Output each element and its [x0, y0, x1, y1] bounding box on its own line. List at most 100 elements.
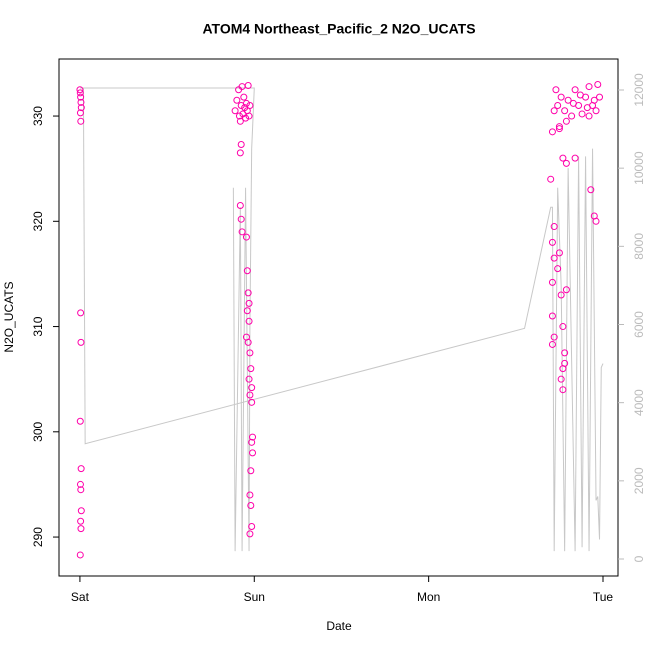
point [237, 140, 245, 148]
point [587, 186, 595, 194]
point [244, 289, 252, 297]
point [76, 89, 84, 97]
point [561, 107, 569, 115]
y-tick-label: 320 [31, 211, 45, 231]
point [561, 359, 569, 367]
point [592, 217, 600, 225]
point [583, 104, 591, 112]
point [569, 99, 577, 107]
point [77, 104, 85, 112]
point [245, 317, 253, 325]
point [564, 96, 572, 104]
point [77, 465, 85, 473]
point [246, 102, 254, 110]
point [243, 307, 251, 315]
point [557, 375, 565, 383]
y2-tick-label: 0 [632, 555, 646, 562]
point [555, 249, 563, 257]
y-tick-label: 300 [31, 421, 45, 441]
y2-tick-label: 6000 [632, 311, 646, 338]
point [240, 93, 248, 101]
point [247, 501, 255, 509]
point [246, 530, 254, 538]
point [590, 96, 598, 104]
point [550, 254, 558, 262]
point [244, 82, 252, 90]
point [77, 98, 85, 106]
chart-title: ATOM4 Northeast_Pacific_2 N2O_UCATS [202, 21, 475, 37]
point [236, 149, 244, 157]
point [547, 175, 555, 183]
point [77, 525, 85, 533]
point [585, 83, 593, 91]
point [585, 112, 593, 120]
point [236, 117, 244, 125]
point [555, 123, 563, 131]
y-tick-label: 330 [31, 106, 45, 126]
point [596, 93, 604, 101]
point [554, 102, 562, 110]
point [559, 323, 567, 331]
y2-tick-label: 4000 [632, 389, 646, 416]
point [557, 291, 565, 299]
point [243, 267, 251, 275]
y2-tick-label: 2000 [632, 467, 646, 494]
point [242, 99, 250, 107]
point [552, 86, 560, 94]
y-tick-label: 310 [31, 316, 45, 336]
point [246, 349, 254, 357]
y2-tick-label: 12000 [632, 73, 646, 107]
point [548, 312, 556, 320]
point [247, 467, 255, 475]
point [554, 265, 562, 273]
point [77, 517, 85, 525]
point [238, 228, 246, 236]
plot-frame [58, 58, 619, 577]
point [248, 384, 256, 392]
point [248, 398, 256, 406]
point [246, 491, 254, 499]
point [231, 107, 239, 115]
point [242, 114, 250, 122]
point [77, 93, 85, 101]
point [571, 86, 579, 94]
point [76, 86, 84, 94]
point [548, 340, 556, 348]
point [559, 386, 567, 394]
point [76, 109, 84, 117]
point [235, 112, 243, 120]
point [550, 107, 558, 115]
x-tick-label: Sun [244, 590, 265, 604]
point [77, 309, 85, 317]
point [578, 110, 586, 118]
point [244, 338, 252, 346]
point [561, 349, 569, 357]
x-axis-label: Date [326, 619, 352, 633]
point [548, 278, 556, 286]
point [248, 438, 256, 446]
point [236, 202, 244, 210]
point [77, 507, 85, 515]
y2-tick-label: 10000 [632, 151, 646, 185]
point [550, 333, 558, 341]
point [246, 391, 254, 399]
point [550, 223, 558, 231]
point [76, 417, 84, 425]
point [568, 112, 576, 120]
y-tick-label: 290 [31, 527, 45, 547]
point [594, 80, 602, 88]
point [562, 117, 570, 125]
point [548, 128, 556, 136]
point [76, 480, 84, 488]
point [249, 433, 257, 441]
point [592, 107, 600, 115]
point [562, 159, 570, 167]
point [245, 299, 253, 307]
point [237, 215, 245, 223]
line [79, 87, 604, 552]
point [245, 112, 253, 120]
point [548, 238, 556, 246]
point [571, 154, 579, 162]
